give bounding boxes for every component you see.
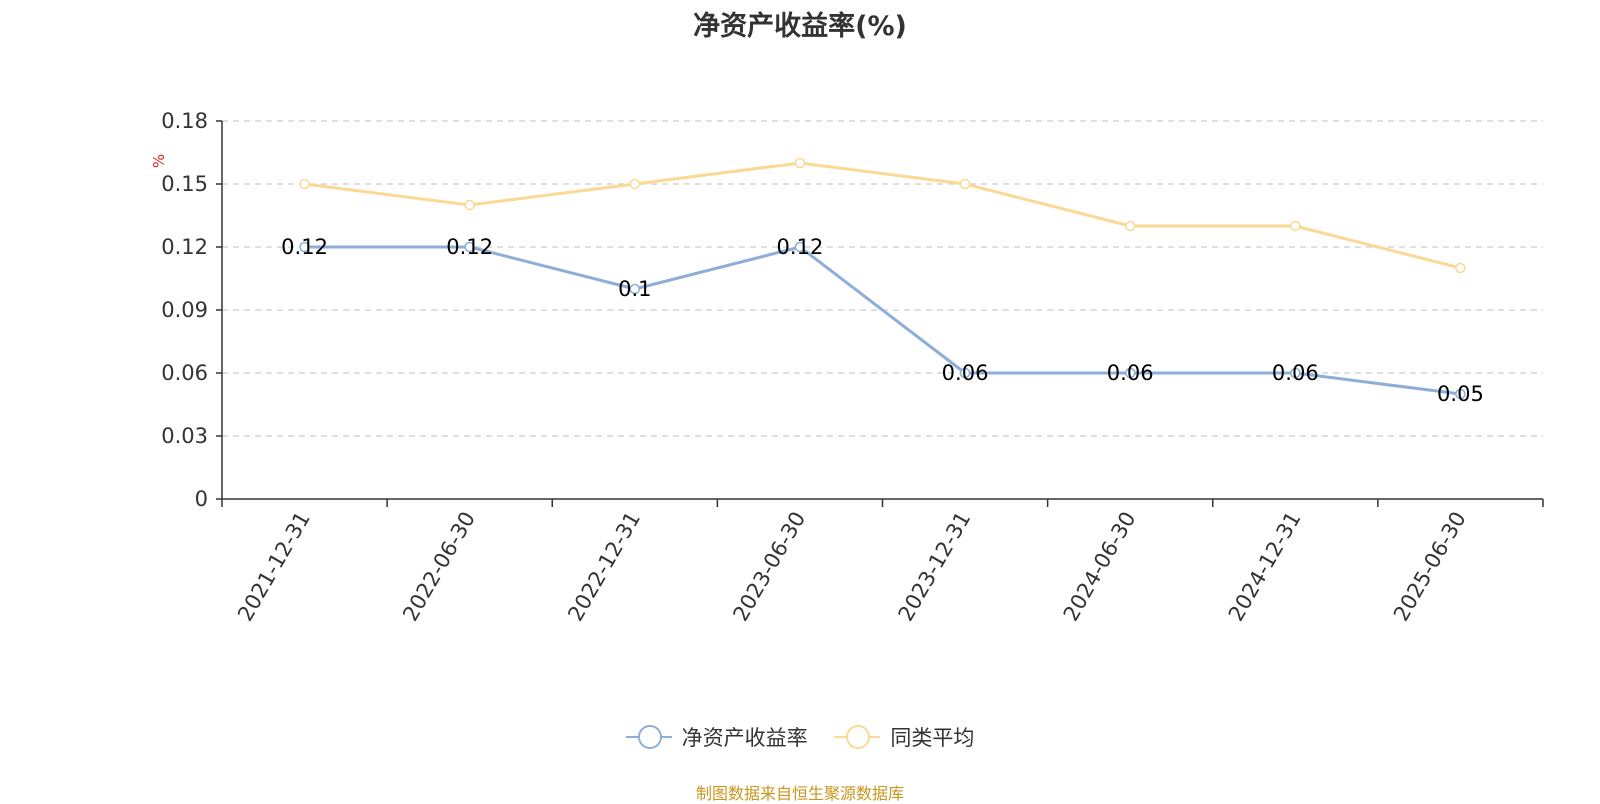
data-labels: 0.12 0.12 0.1 0.12 0.06 0.06 0.06 0.05 — [281, 235, 1484, 406]
series-point — [629, 283, 641, 295]
series-point — [1290, 367, 1301, 379]
series-point — [959, 367, 971, 379]
legend: 净资产收益率 同类平均 — [0, 722, 1600, 755]
x-tick-label: 2021-12-31 — [233, 508, 315, 626]
y-tick-label: 0.12 — [161, 235, 208, 259]
y-tick-label: 0.06 — [161, 361, 208, 385]
y-tick-label: 0.15 — [161, 172, 208, 196]
data-label: 0.12 — [777, 235, 824, 259]
series-point — [794, 157, 806, 169]
legend-marker-peer-average — [834, 724, 881, 750]
series-point — [1290, 220, 1301, 232]
y-tick-label: 0.18 — [161, 109, 208, 133]
series-line — [304, 245, 1461, 396]
x-tick-label: 2024-06-30 — [1059, 508, 1141, 626]
data-label: 0.12 — [446, 235, 493, 259]
data-label: 0.06 — [1107, 361, 1154, 385]
series-point — [1124, 367, 1136, 379]
y-tick-label: 0.09 — [161, 298, 208, 322]
series-point — [299, 241, 310, 253]
series-line — [304, 161, 1461, 270]
legend-item-peer-average[interactable]: 同类平均 — [834, 722, 974, 752]
series-point — [1455, 388, 1466, 400]
series-lines — [299, 157, 1466, 400]
x-tick-label: 2022-12-31 — [563, 508, 645, 626]
x-tick-label: 2023-12-31 — [894, 508, 976, 626]
data-source-note: 制图数据来自恒生聚源数据库 — [695, 784, 904, 803]
legend-marker-roe — [625, 724, 672, 750]
series-point — [464, 241, 475, 253]
series-point — [959, 178, 971, 190]
data-label: 0.05 — [1437, 382, 1484, 406]
data-label: 0.06 — [1272, 361, 1319, 385]
legend-label-roe: 净资产收益率 — [681, 726, 808, 750]
y-tick-label: 0 — [195, 487, 208, 511]
series-point — [464, 199, 475, 211]
series-point — [1124, 220, 1136, 232]
y-axis: 0 0.03 0.06 0.09 0.12 0.15 0.18 — [161, 109, 223, 511]
series-point — [794, 241, 806, 253]
y-unit-label: % — [150, 154, 168, 168]
chart-title: 净资产收益率(%) — [693, 11, 907, 42]
legend-label-peer-average: 同类平均 — [890, 726, 975, 750]
x-tick-label: 2023-06-30 — [728, 508, 810, 626]
data-label: 0.12 — [281, 235, 328, 259]
x-axis: 2021-12-31 2022-06-30 2022-12-31 2023-06-30… — [221, 498, 1544, 626]
series-point — [629, 178, 641, 190]
x-tick-label: 2025-06-30 — [1389, 508, 1471, 626]
data-label: 0.1 — [618, 277, 651, 301]
legend-item-roe[interactable]: 净资产收益率 — [625, 722, 808, 752]
series-point — [299, 178, 310, 190]
series-point — [1455, 262, 1466, 274]
x-tick-label: 2022-06-30 — [398, 508, 480, 626]
x-tick-label: 2024-12-31 — [1224, 508, 1306, 626]
grid-lines — [222, 120, 1543, 437]
y-tick-label: 0.03 — [161, 424, 208, 448]
data-label: 0.06 — [942, 361, 989, 385]
